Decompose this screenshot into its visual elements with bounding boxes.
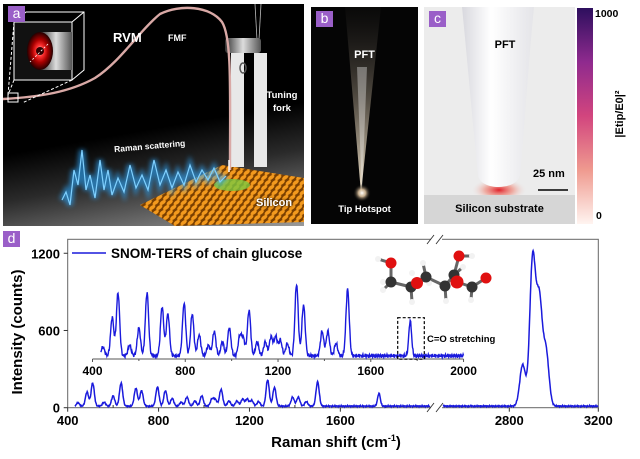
inset-spectrum-line <box>100 283 465 361</box>
tuning-fork-label-line1: Tuning <box>266 90 298 101</box>
inset-x-tick-label: 1200 <box>265 364 292 378</box>
probe-tip-shape <box>462 7 534 187</box>
oxygen-atom <box>480 272 492 284</box>
x-axis: 400 800 1200 1600 2800 3200 <box>57 405 613 428</box>
pft-label-c: PFT <box>494 39 516 51</box>
scale-bar-label: 25 nm <box>533 168 565 180</box>
hydrogen-atom <box>420 260 426 266</box>
x-axis-title: Raman shift (cm-1) <box>271 433 401 451</box>
x-tick-label: 400 <box>57 413 79 428</box>
hydrogen-atom <box>469 253 475 259</box>
spectrum-line-segment-right <box>442 248 599 409</box>
carbon-atom <box>439 280 451 292</box>
y-axis: 0 600 1200 <box>31 246 68 416</box>
panel-c-simulation <box>424 7 575 224</box>
inset-x-tick-label: 2000 <box>450 364 477 378</box>
spectrum-line-segment-left <box>74 379 431 409</box>
colorbar <box>577 8 593 224</box>
c-o-stretching-label: C=O stretching <box>427 334 496 345</box>
raman-spectrum-chart: 0 600 1200 400 800 1200 1600 2800 3200 400 800 12… <box>9 234 613 451</box>
hydrogen-atom <box>468 297 474 303</box>
field-enhancement-map <box>424 7 575 224</box>
colorbar-min-label: 0 <box>596 210 602 222</box>
axis-break-gap-top <box>431 236 442 243</box>
tuning-fork-prong <box>254 53 267 167</box>
x-tick-label: 800 <box>148 413 170 428</box>
pft-label-b: PFT <box>354 49 375 61</box>
rvm-label: RVM <box>113 30 142 45</box>
axis-break-gap-bottom <box>431 404 442 411</box>
hydrogen-atom <box>409 270 415 276</box>
carbon-atom <box>466 281 478 293</box>
tuning-fork-holder <box>225 38 261 53</box>
oxygen-atom <box>450 275 464 289</box>
panel-label-a: a <box>8 6 25 22</box>
fiber-tip-light-cone <box>345 7 381 202</box>
inset-x-tick-label: 1600 <box>357 364 384 378</box>
axis-break-marks <box>426 234 444 413</box>
y-tick-label: 1200 <box>31 246 60 261</box>
x-tick-label: 1600 <box>326 413 355 428</box>
oxygen-atom <box>385 257 397 269</box>
panel-label-d: d <box>3 231 20 247</box>
inset-x-tick-label: 800 <box>175 364 195 378</box>
inset-x-tick-label: 400 <box>82 364 102 378</box>
colorbar-max-label: 1000 <box>595 8 619 20</box>
hydrogen-atom <box>380 287 386 293</box>
carbon-atom <box>385 276 397 288</box>
glucose-molecule-model <box>375 250 492 305</box>
x-tick-label: 3200 <box>584 413 613 428</box>
x-tick-label: 2800 <box>495 413 524 428</box>
hydrogen-atom <box>460 264 466 270</box>
c-o-stretching-highlight-box <box>397 317 425 360</box>
carbon-atom <box>420 271 432 283</box>
tuning-fork-prong <box>231 53 244 167</box>
y-tick-label: 0 <box>53 401 60 416</box>
panel-a-illustration <box>3 4 304 226</box>
legend-label: SNOM-TERS of chain glucose <box>111 246 303 261</box>
y-axis-title: Intensity (counts) <box>9 269 26 394</box>
silicon-substrate <box>424 195 575 224</box>
panel-label-b: b <box>316 11 333 27</box>
few-mode-fiber <box>3 6 232 171</box>
oxygen-atom <box>453 250 465 262</box>
hydrogen-atom <box>380 279 386 285</box>
tuning-fork-label: Tuning fork <box>262 89 302 115</box>
fmf-label: FMF <box>168 33 187 43</box>
x-tick-label: 1200 <box>235 413 264 428</box>
silicon-label: Silicon <box>256 197 293 209</box>
tip-hotspot-label: Tip Hotspot <box>338 204 391 215</box>
x-axis-title-text: Raman shift (cm <box>271 434 388 451</box>
hydrogen-atom <box>375 256 381 262</box>
raman-spectrum-glow <box>59 149 229 206</box>
colorbar-title: |Etip/E0|² <box>614 90 626 138</box>
hydrogen-atom <box>409 299 415 305</box>
oxygen-atom <box>411 277 423 289</box>
panel-label-c: c <box>429 11 446 27</box>
tuning-fork-label-line2: fork <box>273 103 291 114</box>
x-axis-title-superscript: -1 <box>388 433 396 443</box>
x-axis-title-text: ) <box>396 434 401 451</box>
silicon-substrate-label: Silicon substrate <box>455 203 544 215</box>
inset-axis: 400 800 1200 1600 2000 <box>82 358 477 378</box>
silicon-lattice <box>140 165 304 226</box>
tip-enhanced-raman-setup-illustration <box>3 4 304 226</box>
hydrogen-atom <box>443 298 449 304</box>
panel-b-image <box>311 7 418 224</box>
tip-hotspot <box>353 184 371 202</box>
plot-frame <box>67 238 599 409</box>
y-tick-label: 600 <box>38 323 60 338</box>
